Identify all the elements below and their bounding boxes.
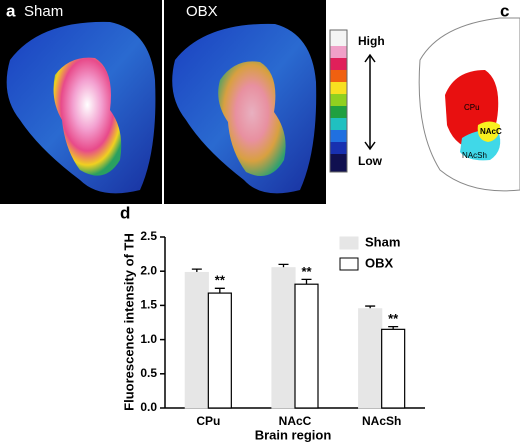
panel-letter: a bbox=[6, 1, 16, 20]
bar bbox=[271, 267, 296, 409]
error-bar bbox=[214, 287, 225, 294]
x-tick-label: NAcC bbox=[279, 414, 312, 428]
double-arrow bbox=[364, 53, 376, 151]
x-tick-label: NAcSh bbox=[362, 414, 401, 428]
striatum-signal bbox=[53, 57, 122, 176]
region-label: NAcC bbox=[480, 127, 502, 136]
significance: ** bbox=[388, 311, 399, 326]
significance: ** bbox=[301, 264, 312, 279]
striatum-signal bbox=[218, 61, 286, 176]
bar bbox=[184, 271, 209, 409]
scale-high: High bbox=[358, 34, 385, 48]
y-tick-label: 0.0 bbox=[140, 400, 157, 414]
legend-label: OBX bbox=[365, 255, 394, 270]
x-tick-label: CPu bbox=[196, 414, 220, 428]
region-label: NAcSh bbox=[462, 151, 487, 160]
y-tick-label: 2.0 bbox=[140, 263, 157, 277]
legend-label: Sham bbox=[365, 234, 400, 249]
bar bbox=[358, 308, 383, 409]
y-tick-label: 2.5 bbox=[140, 229, 157, 243]
panel-label: Sham bbox=[24, 3, 63, 20]
significance: ** bbox=[215, 273, 226, 288]
legend-swatch bbox=[339, 257, 359, 271]
scale-low: Low bbox=[358, 154, 383, 168]
panel-letter: b bbox=[164, 1, 174, 20]
panel-letter: d bbox=[120, 203, 130, 222]
panel-label: OBX bbox=[186, 3, 218, 20]
atlas-diagram bbox=[418, 17, 520, 192]
y-tick-label: 1.5 bbox=[140, 298, 157, 312]
bar bbox=[381, 328, 406, 409]
nacc-region bbox=[477, 121, 500, 142]
error-bar bbox=[301, 278, 312, 285]
y-tick-label: 1.0 bbox=[140, 332, 157, 346]
y-tick-label: 0.5 bbox=[140, 366, 157, 380]
y-axis-label: Fluorescence intensity of TH bbox=[121, 233, 136, 411]
panel-letter: c bbox=[500, 1, 509, 20]
legend-swatch bbox=[339, 236, 359, 250]
bar bbox=[207, 292, 232, 409]
color-scale bbox=[329, 29, 348, 173]
x-axis-label: Brain region bbox=[255, 427, 332, 442]
bar bbox=[294, 283, 319, 409]
region-label: CPu bbox=[464, 103, 480, 112]
